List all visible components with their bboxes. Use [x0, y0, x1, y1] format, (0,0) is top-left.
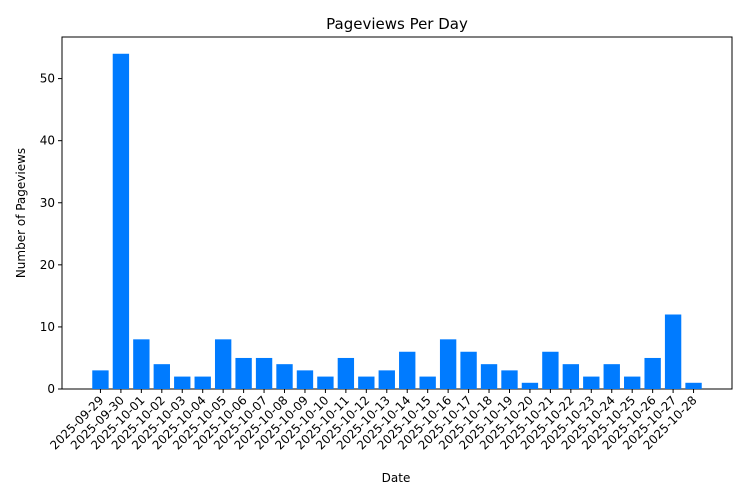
bar	[194, 376, 211, 389]
bar	[480, 364, 498, 389]
bar	[112, 53, 130, 390]
bar	[521, 382, 539, 389]
bar	[214, 339, 232, 389]
bar	[337, 357, 355, 389]
bar	[624, 376, 641, 389]
bar	[685, 382, 702, 389]
y-axis-label: Number of Pageviews	[14, 148, 28, 278]
y-tick-label: 20	[40, 258, 55, 272]
bar	[644, 357, 661, 389]
bar	[419, 376, 436, 389]
bar	[664, 314, 682, 389]
y-tick-label: 10	[40, 320, 55, 334]
x-axis-label: Date	[382, 471, 411, 485]
bar	[255, 357, 273, 389]
bar	[92, 370, 109, 389]
bar	[562, 364, 580, 389]
bar	[317, 376, 334, 389]
plot-frame	[61, 36, 733, 390]
bar	[378, 370, 395, 389]
y-tick-label: 50	[40, 72, 55, 86]
bar	[603, 364, 620, 389]
bar	[276, 364, 293, 389]
bar	[583, 376, 600, 389]
bar	[399, 351, 416, 389]
bar	[174, 376, 191, 389]
bar	[296, 370, 314, 389]
bar	[153, 364, 170, 389]
y-tick-label: 40	[40, 134, 55, 148]
bar	[358, 376, 375, 389]
y-tick-label: 30	[40, 196, 55, 210]
chart-title: Pageviews Per Day	[326, 15, 468, 33]
bar	[460, 351, 477, 389]
y-tick-label: 0	[47, 382, 55, 396]
bar	[501, 370, 518, 389]
bar	[133, 339, 150, 389]
bar	[439, 339, 457, 389]
bar	[542, 351, 559, 389]
bar	[235, 357, 252, 389]
